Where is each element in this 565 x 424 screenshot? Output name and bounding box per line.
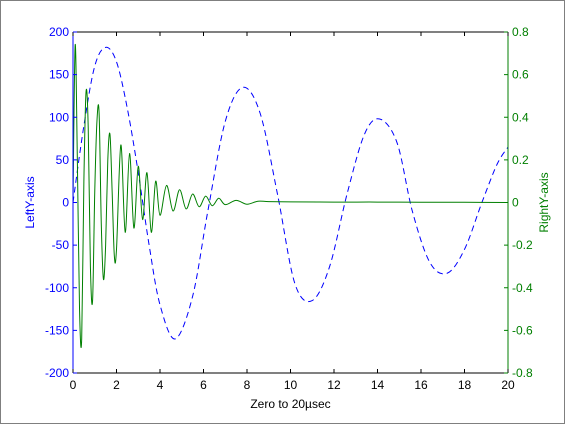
left-y-tick-label: -150 — [45, 323, 69, 337]
right-y-tick-label: -0.6 — [512, 323, 533, 337]
left-y-tick-label: 0 — [62, 196, 69, 210]
right-axis-series-line — [72, 44, 509, 348]
left-y-tick-label: 100 — [49, 110, 69, 124]
left-y-tick-label: -50 — [52, 238, 70, 252]
series-layer — [72, 44, 509, 348]
x-tick-label: 2 — [113, 378, 120, 392]
x-tick-label: 4 — [157, 378, 164, 392]
x-tick-label: 12 — [327, 378, 341, 392]
right-y-tick-label: -0.8 — [512, 366, 533, 380]
right-y-tick-label: 0.2 — [512, 153, 529, 167]
x-tick-label: 8 — [244, 378, 251, 392]
x-tick-label: 20 — [501, 378, 515, 392]
left-y-tick-label: 200 — [49, 25, 69, 39]
right-y-tick-label: -0.2 — [512, 238, 533, 252]
right-y-tick-label: 0 — [512, 196, 519, 210]
left-y-axis-label: LeftY-axis — [23, 176, 37, 228]
left-y-tick-label: -200 — [45, 366, 69, 380]
x-tick-label: 0 — [70, 378, 77, 392]
left-y-tick-label: 50 — [56, 153, 70, 167]
x-tick-label: 6 — [200, 378, 207, 392]
x-tick-label: 18 — [458, 378, 472, 392]
right-y-tick-label: 0.6 — [512, 68, 529, 82]
left-y-tick-label: 150 — [49, 68, 69, 82]
axes-layer: 0 2 4 6 8 10 12 14 16 18 20 200 150 100 50 0 -50 -100 -150… — [45, 25, 533, 392]
x-tick-label: 16 — [414, 378, 428, 392]
x-tick-label: 14 — [371, 378, 385, 392]
left-y-tick-label: -100 — [45, 281, 69, 295]
right-y-tick-label: 0.8 — [512, 25, 529, 39]
x-tick-label: 10 — [284, 378, 298, 392]
right-y-axis-label: RightY-axis — [537, 172, 551, 232]
x-axis-label: Zero to 20µsec — [250, 397, 330, 411]
right-y-tick-label: -0.4 — [512, 281, 533, 295]
right-y-tick-label: 0.4 — [512, 110, 529, 124]
